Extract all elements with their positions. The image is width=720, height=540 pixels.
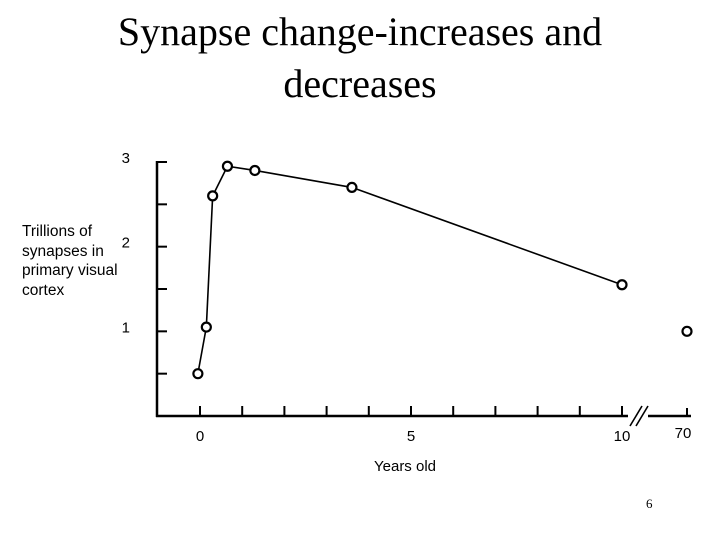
page-number: 6 <box>646 496 653 511</box>
data-point <box>221 160 234 172</box>
data-point <box>192 368 204 380</box>
data-point <box>207 190 219 202</box>
axis-break-mark <box>635 405 649 427</box>
data-point <box>681 325 693 337</box>
x-tick-label: 10 <box>614 428 631 445</box>
y-tick-label: 3 <box>122 150 130 167</box>
x-tick-label: 70 <box>675 425 692 442</box>
x-tick-label: 0 <box>196 428 204 445</box>
data-point <box>200 321 212 333</box>
y-tick-label: 2 <box>122 235 130 252</box>
y-tick-label: 1 <box>122 319 130 336</box>
x-tick-label: 5 <box>407 428 415 445</box>
series-line <box>197 165 623 374</box>
x-axis-label: Years old <box>374 458 436 475</box>
data-point <box>249 164 261 177</box>
data-point <box>616 279 628 291</box>
y-axis-label: Trillions of synapses in primary visual … <box>22 223 118 299</box>
axis-break-mark <box>629 405 643 427</box>
data-point <box>346 181 358 193</box>
slide-title: Synapse change-increases and decreases <box>117 9 603 106</box>
